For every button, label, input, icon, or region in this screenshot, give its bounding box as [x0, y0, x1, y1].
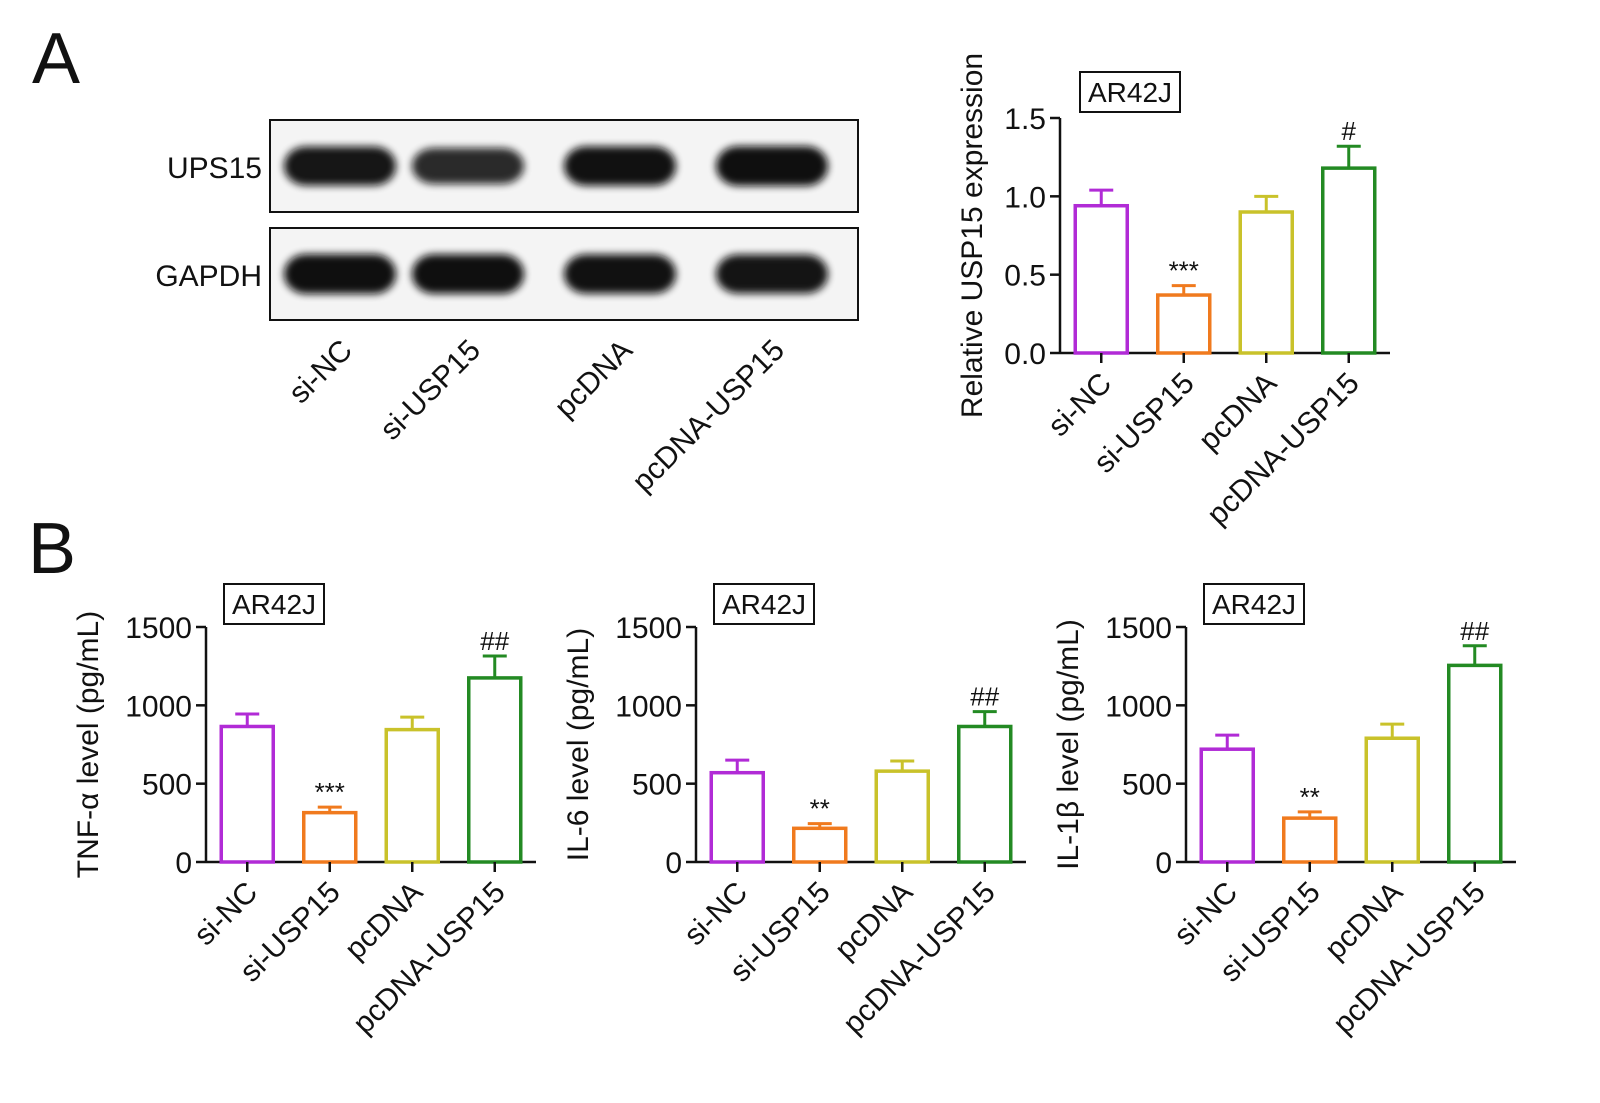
blot-band [412, 254, 524, 294]
y-tick-label: 0.0 [1004, 338, 1046, 371]
bar-si-NC [709, 770, 765, 864]
bar-si-NC [1199, 747, 1255, 864]
y-tick-label: 500 [142, 769, 192, 802]
bar-pcDNA-USP15 [1447, 663, 1503, 864]
bar-si-NC [219, 724, 275, 864]
y-tick-label: 0 [665, 847, 682, 880]
y-tick-label: 1000 [1105, 690, 1172, 723]
panel-label-a: A [32, 19, 81, 99]
bar-pcDNA [1238, 210, 1294, 355]
y-tick-label: 500 [632, 769, 682, 802]
x-tick-label: si-NC [1168, 876, 1244, 952]
y-axis-label: TNF-α level (pg/mL) [72, 611, 105, 878]
significance-mark: ## [970, 682, 999, 712]
x-tick-label: si-NC [1042, 367, 1118, 443]
cell-line-label: AR42J [1088, 77, 1172, 108]
chart-il1b: 0 500 1000 1500 IL-1β level (pg/mL) AR42J si-N… [1052, 583, 1516, 1041]
y-tick-label: 1500 [615, 612, 682, 645]
panel-label-b: B [28, 509, 77, 589]
significance-mark: *** [1169, 256, 1199, 286]
cell-line-box: AR42J [1079, 71, 1181, 113]
y-tick-label: 1.5 [1004, 103, 1046, 136]
blot-lane-label: si-USP15 [374, 334, 487, 447]
bar-pcDNA [1364, 736, 1420, 864]
y-axis-label: IL-1β level (pg/mL) [1052, 619, 1085, 870]
blot-lane-label: si-NC [283, 334, 359, 410]
y-axis-label: IL-6 level (pg/mL) [562, 628, 595, 861]
bar-si-USP15 [792, 826, 848, 864]
x-tick-label: pcDNA-USP15 [837, 876, 1002, 1041]
blot-row-label: GAPDH [155, 260, 262, 293]
y-tick-label: 1000 [615, 690, 682, 723]
bar-pcDNA [384, 727, 440, 864]
bar-si-USP15 [1156, 293, 1212, 355]
y-tick-label: 1000 [125, 690, 192, 723]
blot-band [284, 146, 396, 186]
cell-line-box: AR42J [713, 583, 815, 625]
x-tick-label: si-NC [678, 876, 754, 952]
y-tick-label: 1500 [125, 612, 192, 645]
cell-line-box: AR42J [223, 583, 325, 625]
chart-il6: 0 500 1000 1500 IL-6 level (pg/mL) AR42J si-NC… [562, 583, 1026, 1041]
bar-si-USP15 [1282, 816, 1338, 864]
bar-si-NC [1073, 203, 1129, 355]
significance-mark: ## [480, 626, 509, 656]
bar-pcDNA-USP15 [1321, 166, 1377, 355]
chart-relative-usp15: 0.0 0.5 1.0 1.5 Relative USP15 expression AR4… [960, 53, 1390, 532]
significance-mark: ** [1300, 782, 1320, 812]
significance-mark: # [1342, 116, 1357, 146]
blot-band [716, 146, 828, 186]
blot-lane-label: pcDNA [548, 334, 639, 425]
x-tick-label: si-NC [188, 876, 264, 952]
y-tick-label: 1.0 [1004, 181, 1046, 214]
bar-pcDNA-USP15 [467, 676, 523, 864]
x-tick-label: pcDNA-USP15 [1327, 876, 1492, 1041]
y-axis-label: Relative USP15 expression [960, 53, 989, 418]
bar-si-USP15 [302, 810, 358, 864]
bar-pcDNA [874, 769, 930, 864]
blot-band [412, 147, 524, 185]
significance-mark: ** [810, 794, 830, 824]
blot-band [564, 146, 676, 186]
x-tick-label: pcDNA-USP15 [1201, 367, 1366, 532]
chart-tnf-alpha: 0 500 1000 1500 TNF-α level (pg/mL) AR42J si-N… [72, 583, 536, 1041]
y-tick-label: 500 [1122, 769, 1172, 802]
significance-mark: *** [315, 777, 345, 807]
significance-mark: ## [1460, 616, 1489, 646]
blot-row-label: UPS15 [167, 152, 262, 185]
y-tick-label: 0 [175, 847, 192, 880]
bar-pcDNA-USP15 [957, 724, 1013, 864]
blot-band [284, 254, 396, 294]
x-tick-label: pcDNA-USP15 [347, 876, 512, 1041]
cell-line-label: AR42J [722, 589, 806, 620]
blot-lane-label: pcDNA-USP15 [626, 334, 791, 499]
cell-line-box: AR42J [1203, 583, 1305, 625]
y-tick-label: 1500 [1105, 612, 1172, 645]
y-tick-label: 0 [1155, 847, 1172, 880]
cell-line-label: AR42J [232, 589, 316, 620]
cell-line-label: AR42J [1212, 589, 1296, 620]
blot-band [716, 254, 828, 294]
blot-band [564, 254, 676, 294]
y-tick-label: 0.5 [1004, 260, 1046, 293]
